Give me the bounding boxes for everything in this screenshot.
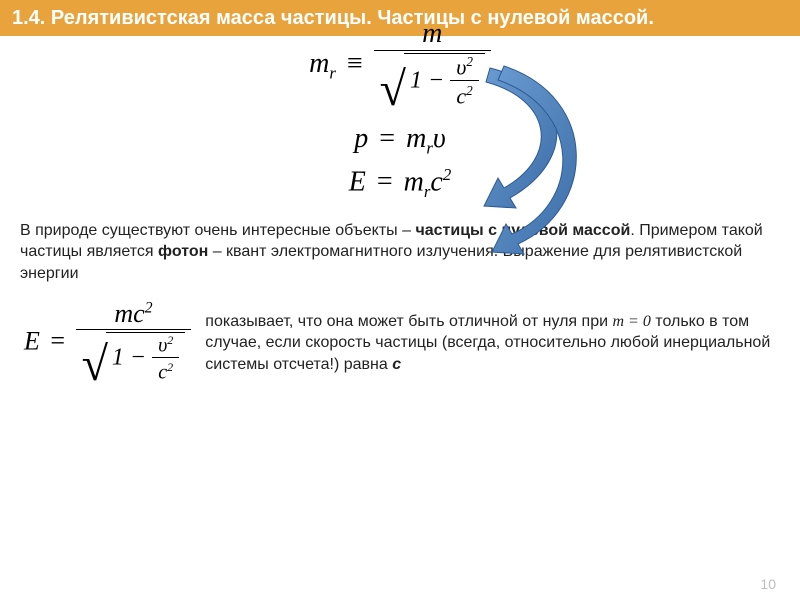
formula-energy: E = mrc2 (20, 165, 780, 202)
E: E (349, 166, 366, 197)
frac4: mc2 √ 1 − υ2 c2 (76, 299, 192, 388)
c3: c (430, 166, 442, 197)
exp-t1: показывает, что она может быть отличной … (205, 313, 612, 330)
para-b2: фотон (158, 243, 208, 260)
eq4: = (46, 326, 69, 355)
sqrt4-sign: √ (82, 346, 108, 384)
para-t1: В природе существуют очень интересные об… (20, 222, 415, 239)
equiv-sign: ≡ (343, 48, 367, 79)
sqrt4: √ 1 − υ2 c2 (82, 332, 186, 385)
p: p (354, 123, 368, 154)
page-number: 10 (760, 576, 776, 592)
inner-frac4: υ2 c2 (152, 333, 179, 385)
para-b1: частицы с нулевой массой (415, 222, 630, 239)
sqrt-body: 1 − υ2 c2 (404, 53, 485, 110)
eq2: = (373, 166, 397, 197)
mr3: m (404, 166, 424, 197)
m-equals-zero: m = 0 (612, 313, 650, 330)
sqrt: √ 1 − υ2 c2 (380, 53, 485, 110)
minus: − (428, 67, 444, 93)
one: 1 (410, 67, 422, 93)
formula-momentum: p = mrυ (20, 123, 780, 159)
formula-energy-full: E = mc2 √ 1 − υ2 c2 (24, 299, 191, 388)
inner-frac: υ2 c2 (450, 54, 479, 110)
energy-explanation-row: E = mc2 √ 1 − υ2 c2 (20, 299, 780, 388)
formula-relativistic-mass: mr ≡ m √ 1 − υ2 c2 (20, 18, 780, 113)
den4: √ 1 − υ2 c2 (76, 330, 192, 388)
explanation-text: показывает, что она может быть отличной … (205, 311, 780, 376)
eq1: = (375, 123, 399, 154)
v2: υ2 (450, 54, 479, 81)
c2: c2 (450, 81, 479, 109)
mr2: m (406, 123, 426, 154)
v: υ (433, 123, 446, 154)
mr-m: m (309, 48, 329, 79)
mr-sub: r (329, 64, 336, 83)
speed-c: c (392, 356, 401, 373)
numerator-m: m (374, 18, 491, 51)
content-area: mr ≡ m √ 1 − υ2 c2 p (0, 18, 800, 387)
sq3: 2 (443, 165, 451, 184)
denominator-sqrt: √ 1 − υ2 c2 (374, 51, 491, 113)
fraction-main: m √ 1 − υ2 c2 (374, 18, 491, 113)
sqrt4-body: 1 − υ2 c2 (106, 332, 185, 385)
sqrt-sign: √ (380, 71, 406, 109)
E4: E (24, 326, 40, 355)
paragraph-zero-mass: В природе существуют очень интересные об… (20, 220, 780, 285)
num4: mc2 (76, 299, 192, 330)
